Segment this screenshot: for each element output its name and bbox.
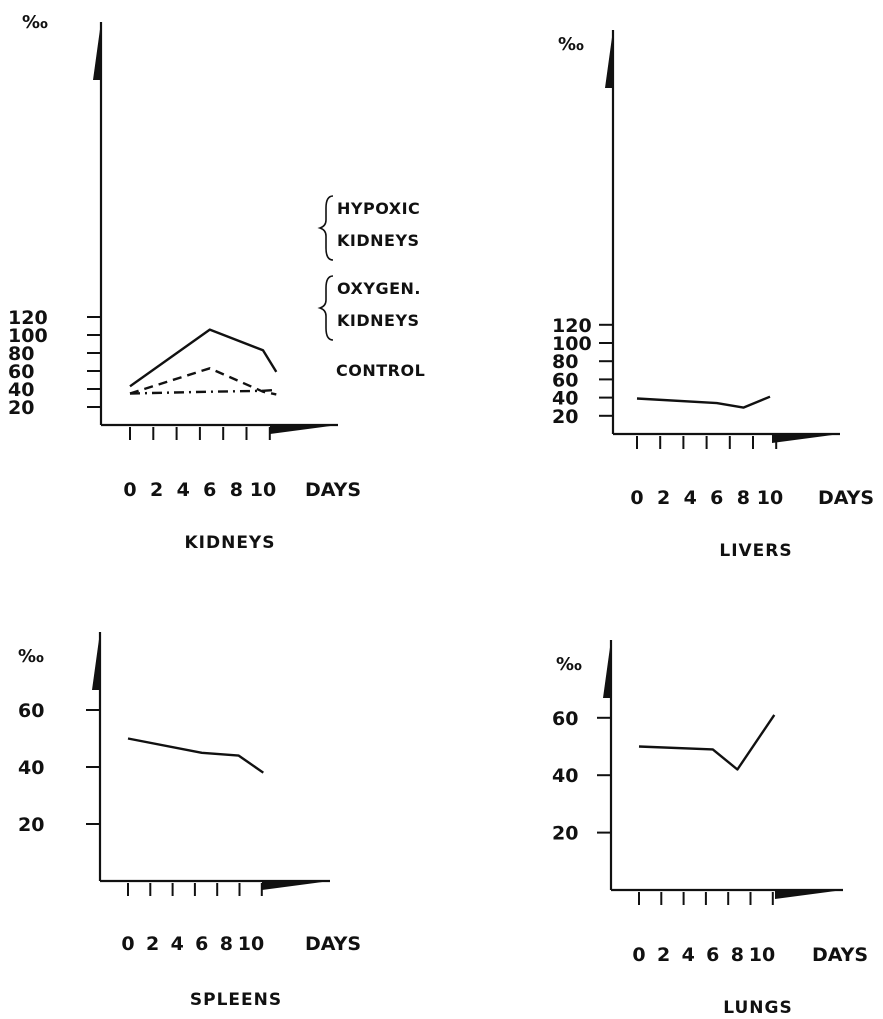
y-tick-label: 40 [18,757,44,779]
legend-label-control: CONTROL [336,361,425,380]
y-unit-label: ‰ [556,654,582,675]
chart-panel-spleens: 20 40 60 ‰ 0 2 4 6 8 10 DAYS SPLEENS [18,632,361,1010]
x-tick-label: 10 [749,944,775,966]
chart-panel-lungs: 20 40 60 ‰ 0 2 4 6 8 10 DAYS LUNGS [552,640,868,1018]
y-axis-arrowhead [92,632,100,690]
y-tick-label: 60 [552,369,578,391]
legend-label: KIDNEYS [337,231,420,250]
x-tick-label: 0 [123,479,136,501]
series-line-0 [638,714,776,771]
y-tick-label: 20 [18,814,44,836]
legend-brace [317,195,334,261]
legend-label: KIDNEYS [337,311,420,330]
legend-label: OXYGEN. [337,279,421,298]
series-line-oxygen-kidneys [129,367,277,396]
x-tick-label: 10 [250,479,276,501]
y-tick-label: 80 [552,351,578,373]
x-tick-label: 0 [121,933,134,955]
x-axis-arrowhead [775,890,843,899]
panel-title: SPLEENS [190,990,282,1010]
y-unit-label: ‰ [22,12,48,33]
y-tick-label: 100 [8,325,48,347]
x-axis-arrowhead [270,425,338,434]
x-tick-label: 2 [657,944,670,966]
y-tick-label: 20 [552,406,578,428]
x-tick-label: 8 [230,479,243,501]
x-tick-label: 6 [195,933,208,955]
y-tick-label: 20 [8,397,34,419]
series-line-0 [636,395,771,409]
y-tick-label: 80 [8,343,34,365]
x-tick-label: 2 [657,487,670,509]
x-tick-label: 10 [757,487,783,509]
y-tick-label: 40 [8,379,34,401]
y-unit-label: ‰ [558,34,584,55]
legend-brace [317,275,334,341]
y-axis-arrowhead [605,30,613,88]
x-tick-label: 6 [706,944,719,966]
x-tick-label: 4 [171,933,184,955]
x-axis-arrowhead [772,434,840,443]
x-tick-label: 4 [684,487,697,509]
x-tick-label: 8 [737,487,750,509]
panel-title: KIDNEYS [184,533,275,553]
x-tick-label: 8 [731,944,744,966]
y-tick-label: 120 [8,307,48,329]
x-tick-label: 0 [632,944,645,966]
y-tick-label: 60 [18,700,44,722]
legend: HYPOXIC KIDNEYS OXYGEN. KIDNEYS CONTROL [317,195,425,380]
series-line-hypoxic-kidneys [129,328,278,388]
y-axis-arrowhead [93,22,101,80]
x-tick-label: 8 [220,933,233,955]
x-axis-arrowhead [262,881,330,890]
x-axis-label: DAYS [812,944,868,966]
x-tick-label: 2 [150,479,163,501]
y-tick-label: 60 [8,361,34,383]
y-tick-label: 20 [552,823,578,845]
series-line-control [129,388,277,395]
x-axis-label: DAYS [818,487,874,509]
y-tick-label: 60 [552,708,578,730]
x-tick-label: 0 [630,487,643,509]
x-axis-label: DAYS [305,933,361,955]
y-tick-label: 40 [552,765,578,787]
y-tick-label: 100 [552,333,592,355]
x-tick-label: 4 [682,944,695,966]
x-tick-label: 6 [710,487,723,509]
x-tick-label: 4 [177,479,190,501]
x-tick-label: 6 [203,479,216,501]
series-line-0 [127,737,264,774]
y-tick-label: 120 [552,315,592,337]
x-tick-label: 10 [238,933,264,955]
legend-label: HYPOXIC [337,199,420,218]
panel-title: LUNGS [723,998,792,1018]
y-unit-label: ‰ [18,646,44,667]
x-axis-label: DAYS [305,479,361,501]
y-tick-label: 40 [552,388,578,410]
y-axis-arrowhead [603,640,611,698]
x-tick-label: 2 [146,933,159,955]
panel-title: LIVERS [719,541,792,561]
